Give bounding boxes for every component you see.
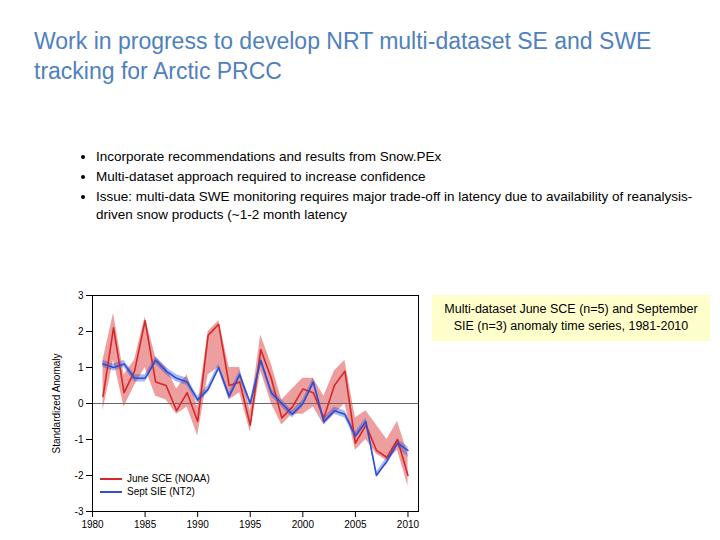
svg-text:1980: 1980 <box>81 519 104 530</box>
html-text:June SCE (NOAA): June SCE (NOAA) <box>127 473 210 484</box>
svg-text:2: 2 <box>78 326 84 337</box>
html-text:Issue: multi-data SWE monitori: Issue: multi-data SWE monitoring require… <box>96 189 693 222</box>
svg-text:1: 1 <box>78 362 84 373</box>
html-text:Work in progress to develop NR: Work in progress to develop NRT multi-da… <box>34 28 652 84</box>
svg-text:-3: -3 <box>75 506 84 517</box>
svg-text:1995: 1995 <box>239 519 262 530</box>
html-text:Multi-dataset approach require: Multi-dataset approach required to incre… <box>96 169 426 184</box>
html-text:Incorporate recommendations an: Incorporate recommendations and results … <box>96 149 442 164</box>
svg-text:-2: -2 <box>75 470 84 481</box>
svg-text:1985: 1985 <box>134 519 157 530</box>
html-text:Multi-dataset June SCE (n=5) a: Multi-dataset June SCE (n=5) and Septemb… <box>444 302 698 333</box>
svg-text:2010: 2010 <box>397 519 420 530</box>
svg-text:2005: 2005 <box>344 519 367 530</box>
svg-text:0: 0 <box>78 398 84 409</box>
svg-text:1990: 1990 <box>187 519 210 530</box>
svg-text:-1: -1 <box>75 434 84 445</box>
html-text:Sept SIE (NT2): Sept SIE (NT2) <box>127 486 195 497</box>
svg-text:2000: 2000 <box>292 519 315 530</box>
svg-text:3: 3 <box>78 290 84 301</box>
svg-text:Standardized Anomaly: Standardized Anomaly <box>51 353 62 453</box>
